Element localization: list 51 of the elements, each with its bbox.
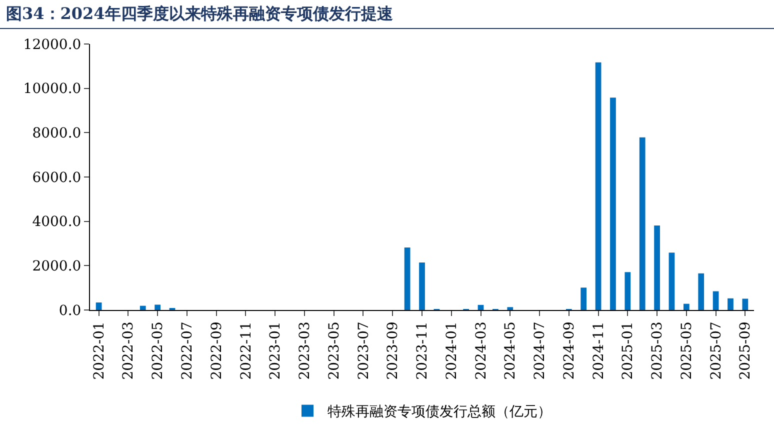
bar: [478, 304, 484, 310]
y-tick-label: 2000.0: [32, 258, 82, 275]
bar: [742, 298, 748, 310]
x-tick-label: 2023-11: [414, 322, 431, 380]
y-tick-label: 10000.0: [23, 81, 82, 98]
legend-label: 特殊再融资专项债发行总额（亿元）: [328, 404, 552, 420]
bar: [698, 273, 704, 310]
y-tick-label: 8000.0: [32, 126, 82, 142]
x-tick-label: 2023-05: [326, 322, 342, 380]
chart-title: 图34：2024年四季度以来特殊再融资专项债发行提速: [0, 0, 774, 29]
y-tick-label: 6000.0: [32, 170, 82, 186]
bar: [668, 252, 675, 310]
bar: [96, 302, 102, 310]
x-tick-label: 2024-09: [561, 322, 578, 380]
x-tick-label: 2025-01: [620, 322, 636, 380]
bar: [154, 304, 161, 310]
x-tick-label: 2024-03: [473, 322, 490, 380]
x-tick-label: 2022-01: [91, 322, 108, 380]
x-tick-label: 2025-05: [678, 322, 695, 380]
bar: [712, 291, 719, 310]
bar: [507, 307, 514, 310]
x-tick-label: 2025-09: [738, 322, 754, 380]
x-tick-label: 2024-11: [590, 322, 607, 380]
bar: [595, 62, 602, 310]
x-tick-label: 2025-07: [708, 322, 724, 380]
x-tick-label: 2024-01: [444, 322, 460, 380]
bar: [580, 288, 587, 310]
x-tick-label: 2023-07: [356, 322, 372, 380]
y-tick-label: 12000.0: [23, 36, 82, 53]
y-tick-label: 4000.0: [32, 214, 82, 230]
bar: [728, 298, 734, 310]
x-tick-label: 2023-01: [268, 322, 284, 380]
x-tick-label: 2025-03: [650, 322, 666, 380]
bar: [639, 137, 646, 310]
x-tick-label: 2022-05: [150, 322, 166, 380]
bar: [683, 304, 690, 310]
y-tick-label: 0.0: [58, 302, 82, 319]
x-tick-label: 2022-07: [180, 322, 196, 380]
x-tick-label: 2022-03: [120, 322, 137, 380]
bar: [404, 247, 410, 310]
x-tick-label: 2023-03: [297, 322, 314, 380]
x-tick-label: 2024-05: [502, 322, 519, 380]
x-tick-label: 2022-11: [238, 322, 254, 380]
bar: [419, 262, 425, 310]
bar: [140, 306, 146, 310]
x-tick-label: 2024-07: [532, 322, 548, 380]
bar: [624, 272, 631, 310]
x-tick-label: 2023-09: [385, 322, 402, 380]
bar: [610, 98, 616, 310]
bar: [654, 226, 660, 310]
x-tick-label: 2022-09: [208, 322, 225, 380]
